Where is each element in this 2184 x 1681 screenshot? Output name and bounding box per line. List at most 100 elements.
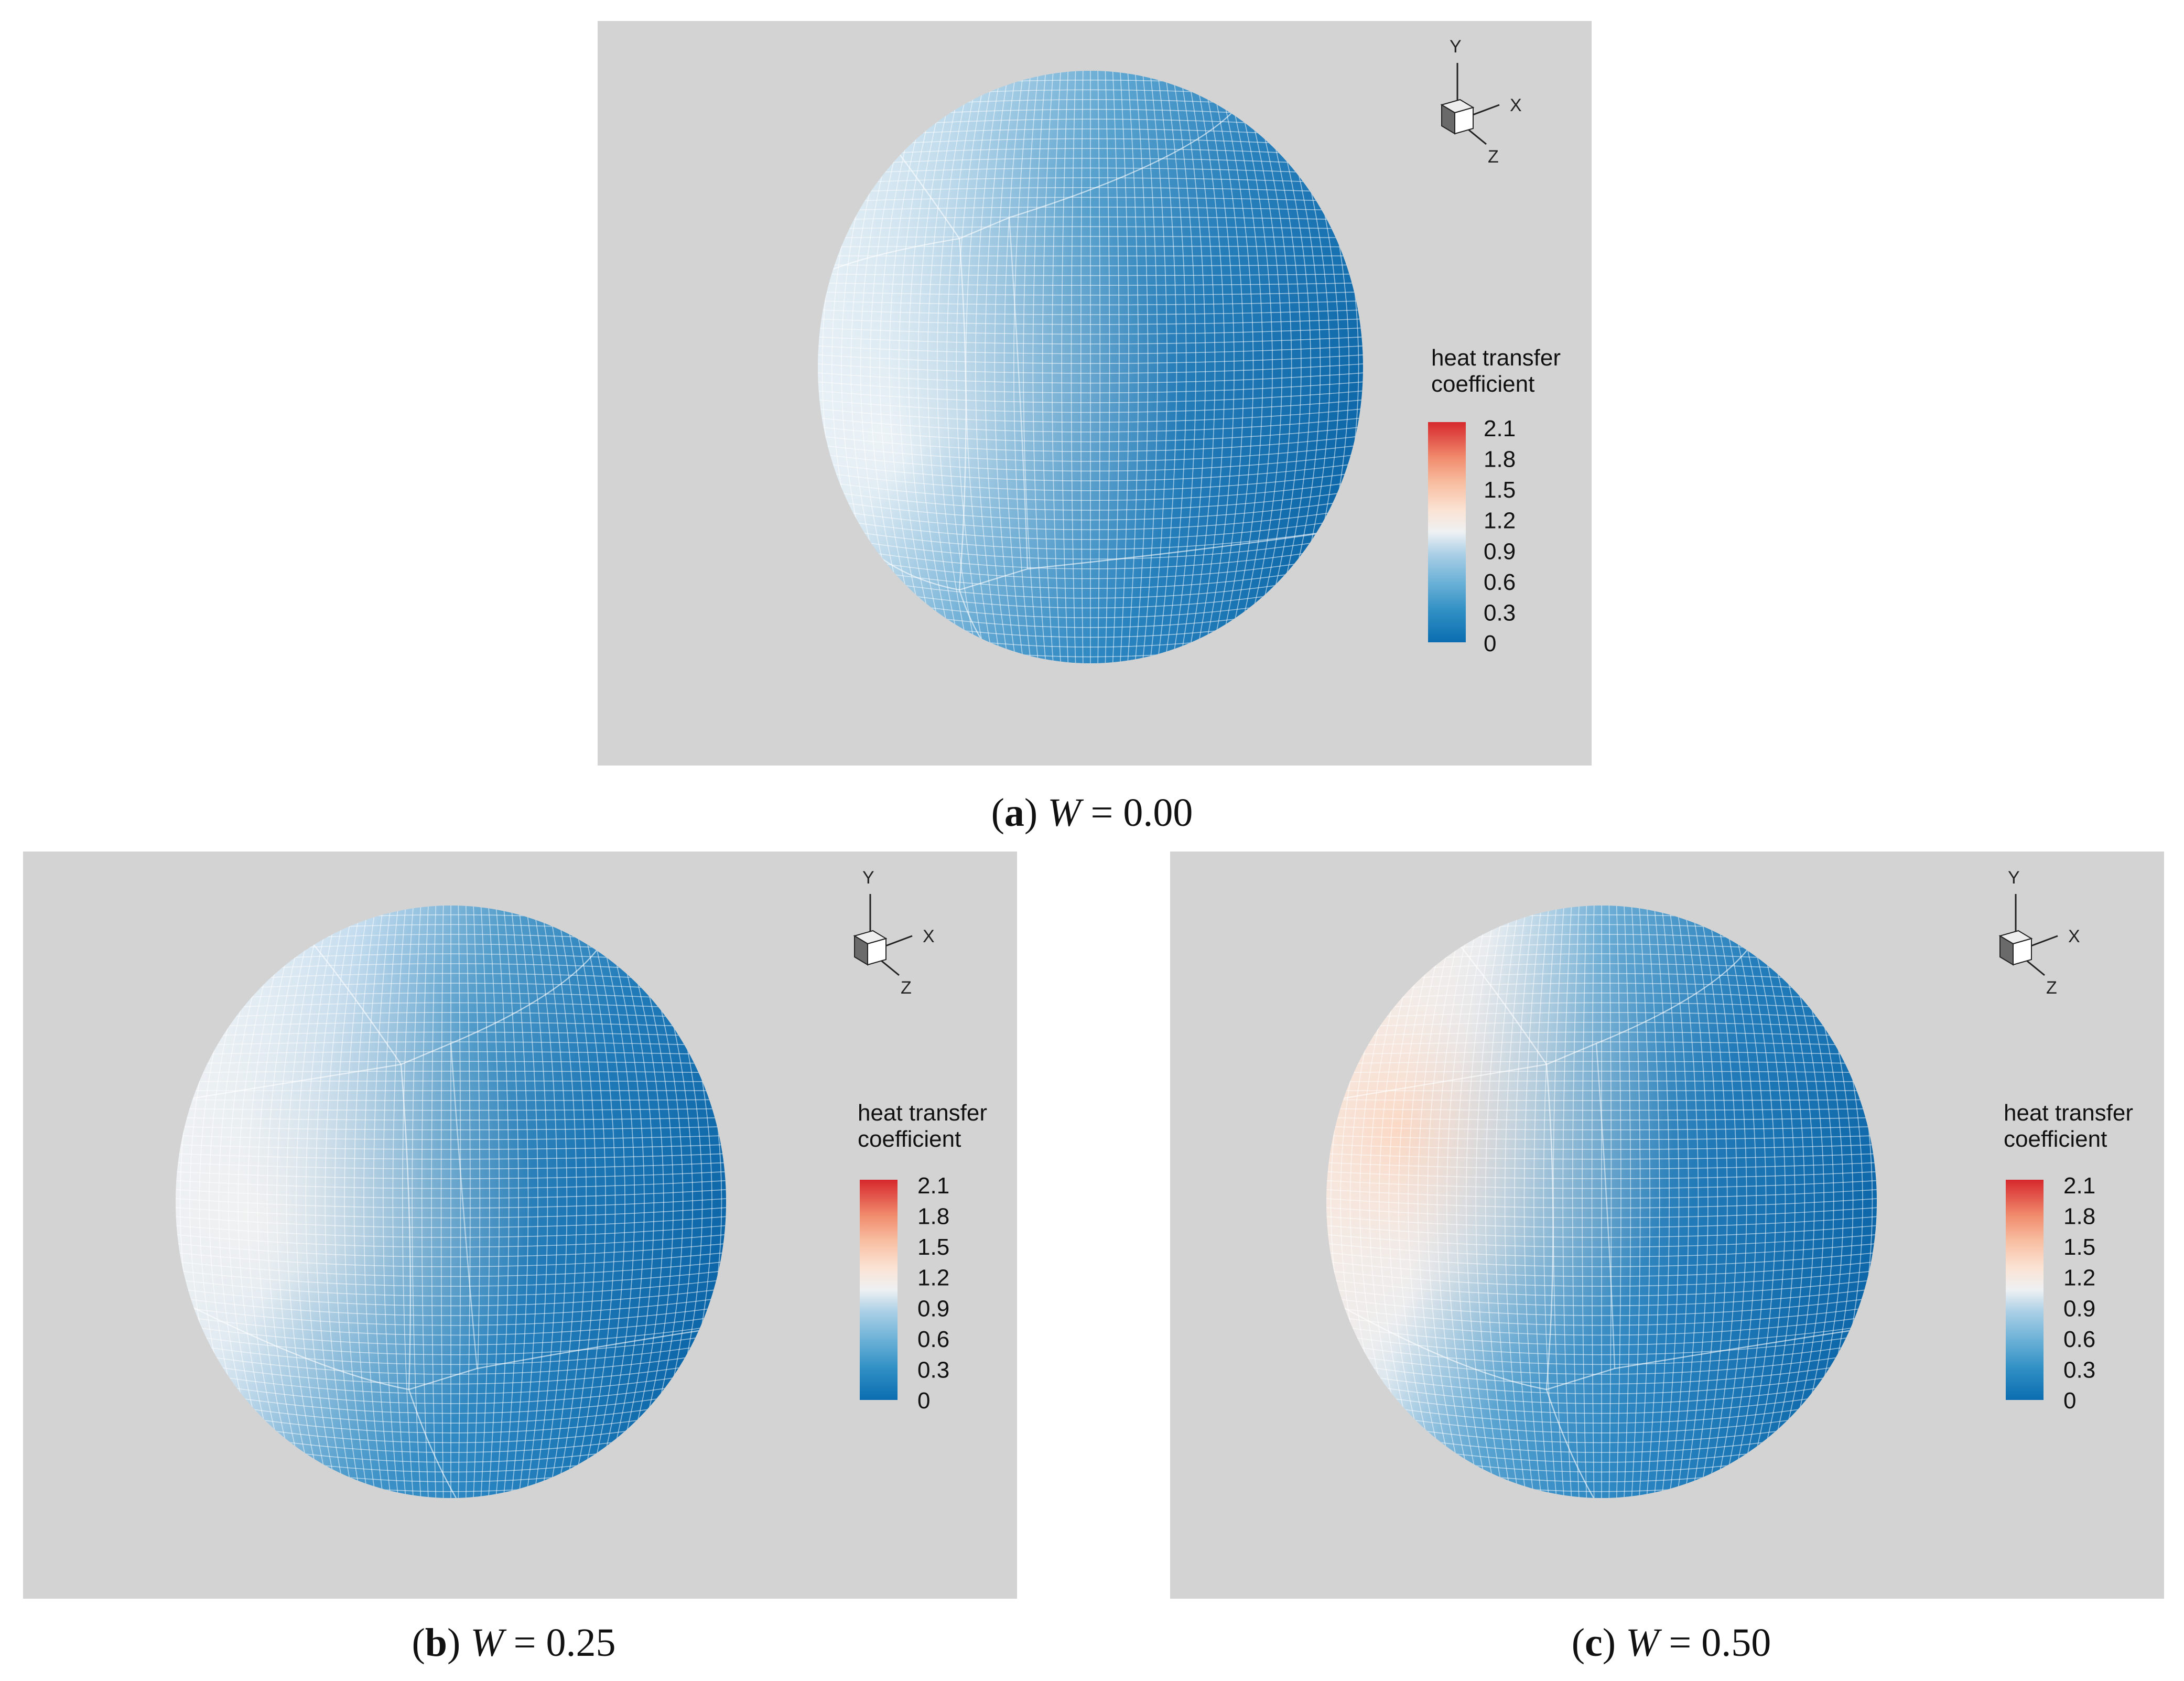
mesh-line: [176, 1126, 726, 1130]
axis-label-y: Y: [1450, 37, 1462, 57]
mesh-line: [1736, 906, 1776, 1498]
mesh-line: [1013, 71, 1032, 663]
mesh-line: [556, 906, 587, 1498]
legend-title-line1: heat transfer: [1431, 345, 1561, 371]
mesh-line: [818, 300, 1363, 306]
mesh-line: [818, 236, 1363, 239]
mesh-line: [1209, 71, 1245, 663]
mesh-line: [1485, 906, 1512, 1498]
colorbar-tick-label: 0.9: [1484, 538, 1516, 564]
mesh-line: [1231, 71, 1273, 663]
mesh-line: [1546, 1326, 1877, 1391]
mesh-line: [1326, 1063, 1547, 1102]
mesh-line: [176, 1324, 726, 1345]
mesh-line: [586, 906, 625, 1498]
mesh-line: [818, 417, 1363, 433]
mesh-line: [818, 471, 1363, 491]
mesh-line: [818, 197, 1363, 202]
mesh-line: [176, 1153, 726, 1160]
mesh-line: [818, 167, 1363, 176]
mesh-line: [1326, 1207, 1877, 1219]
mesh-line: [176, 1315, 726, 1336]
mesh-line: [818, 489, 1363, 511]
panel-c: Y X Z heat transfer coefficient 2.1 1.8 1.…: [1170, 852, 2164, 1599]
mesh-line: [818, 525, 1363, 550]
mesh-line: [1186, 71, 1216, 663]
mesh-line: [818, 399, 1363, 413]
mesh-line: [1562, 906, 1572, 1498]
colorbar-tick-label: 0: [2063, 1388, 2076, 1414]
mesh-line: [1408, 906, 1452, 1498]
mesh-line: [1326, 1315, 1877, 1336]
mesh-line: [1326, 1261, 1877, 1277]
mesh-line: [176, 1071, 726, 1073]
mesh-line: [176, 1270, 726, 1287]
colorbar-tick-label: 1.5: [1484, 477, 1516, 503]
mesh-line: [1326, 1234, 1877, 1248]
mesh-line: [818, 158, 1363, 167]
mesh-line: [176, 1333, 726, 1355]
mesh-line: [917, 71, 957, 663]
mesh-line: [1127, 71, 1139, 663]
mesh-line: [305, 906, 339, 1498]
panel-b: Y X Z heat transfer coefficient 2.1 1.8 1.…: [23, 852, 1017, 1599]
mesh-line: [1326, 1243, 1877, 1258]
mesh-line: [1417, 906, 1459, 1498]
mesh-line: [176, 1387, 726, 1414]
mesh-line: [818, 507, 1363, 531]
mesh-line: [176, 1306, 726, 1326]
caption-value: = 0.00: [1081, 791, 1193, 835]
mesh-line: [818, 207, 1363, 212]
mesh-line: [402, 906, 414, 1498]
mesh-line: [818, 408, 1363, 423]
mesh-line: [533, 906, 558, 1498]
mesh-line: [1326, 1180, 1877, 1189]
mesh-line: [818, 282, 1363, 286]
mesh-line: [1326, 1012, 1877, 1019]
mesh-line: [956, 71, 987, 663]
colorbar-tick-label: 0.6: [2063, 1327, 2095, 1352]
colorbar-tick-label: 1.2: [1484, 508, 1516, 534]
mesh-line: [936, 71, 972, 663]
mesh-line: [593, 906, 635, 1498]
caption-value: = 0.50: [1659, 1621, 1771, 1665]
mesh-line: [1661, 906, 1680, 1498]
mesh-line: [563, 906, 597, 1498]
sphere-surface: [818, 71, 1363, 663]
mesh-line: [286, 906, 323, 1498]
axis-label-y: Y: [862, 868, 874, 888]
mesh-line: [1326, 1021, 1877, 1028]
mesh-line: [1326, 1306, 1877, 1326]
colorbar-tick-label: 0.9: [2063, 1296, 2095, 1321]
mesh-line: [1246, 71, 1292, 663]
mesh-line: [608, 906, 655, 1498]
colorbar-tick-label: 0.6: [917, 1327, 949, 1352]
mesh-line: [176, 1234, 726, 1248]
mesh-line: [958, 238, 967, 590]
caption-variable: W: [1626, 1621, 1662, 1665]
mesh-line: [1706, 906, 1738, 1498]
mesh-line: [1326, 1270, 1877, 1287]
mesh-line: [176, 1252, 726, 1267]
caption-b: (b) W = 0.25: [412, 1621, 615, 1665]
mesh-line: [1326, 1162, 1877, 1170]
legend-title-line1: heat transfer: [2004, 1100, 2133, 1126]
mesh-line: [176, 1162, 726, 1170]
mesh-line: [1326, 1080, 1877, 1082]
mesh-line: [1202, 71, 1235, 663]
colorbar-tick-label: 0: [917, 1388, 930, 1414]
mesh-line: [1436, 906, 1474, 1498]
mesh-line: [1326, 1099, 1877, 1101]
mesh-line: [176, 1031, 726, 1037]
mesh-line: [1699, 906, 1728, 1498]
mesh-line: [176, 1351, 726, 1375]
mesh-line: [1216, 71, 1254, 663]
mesh-line: [1465, 906, 1497, 1498]
mesh-line: [818, 480, 1363, 501]
mesh-line: [540, 906, 568, 1498]
mesh-line: [927, 71, 965, 663]
mesh-line: [1326, 1126, 1877, 1130]
mesh-line: [176, 1063, 402, 1102]
mesh-line: [818, 435, 1363, 452]
